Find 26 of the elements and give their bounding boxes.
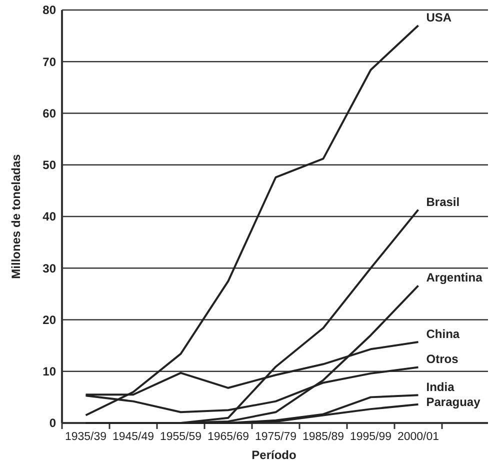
x-tick-label: 1945/49 xyxy=(112,431,154,443)
y-tick-label: 40 xyxy=(42,210,56,224)
series-label: Argentina xyxy=(426,270,483,285)
series-label: India xyxy=(426,380,455,394)
x-tick-label: 1935/39 xyxy=(64,431,107,443)
series-label: China xyxy=(426,326,460,341)
y-tick-label: 30 xyxy=(42,261,56,276)
y-tick-label: 10 xyxy=(42,364,56,379)
y-axis-title: Millones de toneladas xyxy=(9,154,23,279)
x-tick-label: 1955/59 xyxy=(160,431,202,443)
series-label: USA xyxy=(426,10,452,24)
x-axis-title: Período xyxy=(252,448,296,462)
x-tick-label: 1965/69 xyxy=(207,431,250,443)
x-tick-label: 1995/99 xyxy=(350,431,392,443)
series-label: Paraguay xyxy=(426,395,481,410)
x-tick-label: 1975/79 xyxy=(254,431,297,443)
y-tick-label: 50 xyxy=(42,158,56,172)
y-tick-label: 20 xyxy=(42,312,56,327)
x-tick-label: 1985/89 xyxy=(302,431,344,443)
y-tick-label: 60 xyxy=(42,106,56,120)
y-tick-label: 0 xyxy=(49,416,56,430)
series-label: Brasil xyxy=(426,194,460,209)
series-label: Otros xyxy=(426,352,459,366)
y-tick-label: 70 xyxy=(42,54,56,69)
x-tick-label: 2000/01 xyxy=(397,431,440,443)
y-tick-label: 80 xyxy=(42,3,56,18)
